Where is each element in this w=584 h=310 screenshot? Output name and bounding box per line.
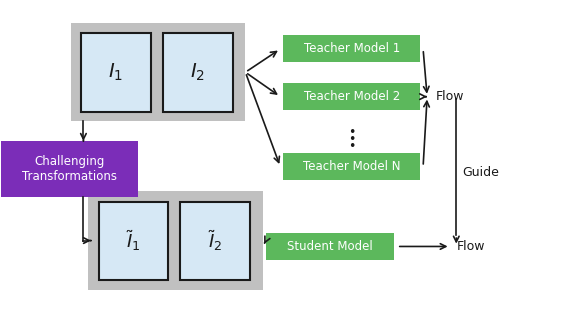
Bar <box>1 141 138 197</box>
Text: Guide: Guide <box>462 166 499 179</box>
Bar <box>180 202 250 280</box>
Bar <box>283 35 420 62</box>
Text: $\tilde{I}_2$: $\tilde{I}_2$ <box>208 228 223 253</box>
Bar <box>99 202 169 280</box>
Text: $I_1$: $I_1$ <box>109 62 124 83</box>
Bar <box>81 33 151 112</box>
Text: $\tilde{I}_1$: $\tilde{I}_1$ <box>126 228 141 253</box>
Text: •: • <box>348 140 356 153</box>
Text: Teacher Model N: Teacher Model N <box>303 160 401 173</box>
Text: Teacher Model 2: Teacher Model 2 <box>304 90 400 103</box>
Text: Teacher Model 1: Teacher Model 1 <box>304 42 400 55</box>
Text: Flow: Flow <box>456 240 485 253</box>
Text: Challenging
Transformations: Challenging Transformations <box>22 155 117 183</box>
Bar <box>163 33 232 112</box>
Bar <box>266 233 394 260</box>
Text: •: • <box>348 126 356 139</box>
Text: Flow: Flow <box>436 90 464 103</box>
Text: $I_2$: $I_2$ <box>190 62 205 83</box>
Bar <box>283 153 420 180</box>
Text: Student Model: Student Model <box>287 240 373 253</box>
Bar <box>283 83 420 110</box>
Bar <box>71 23 245 121</box>
Bar <box>88 192 263 290</box>
Text: •: • <box>348 133 356 146</box>
